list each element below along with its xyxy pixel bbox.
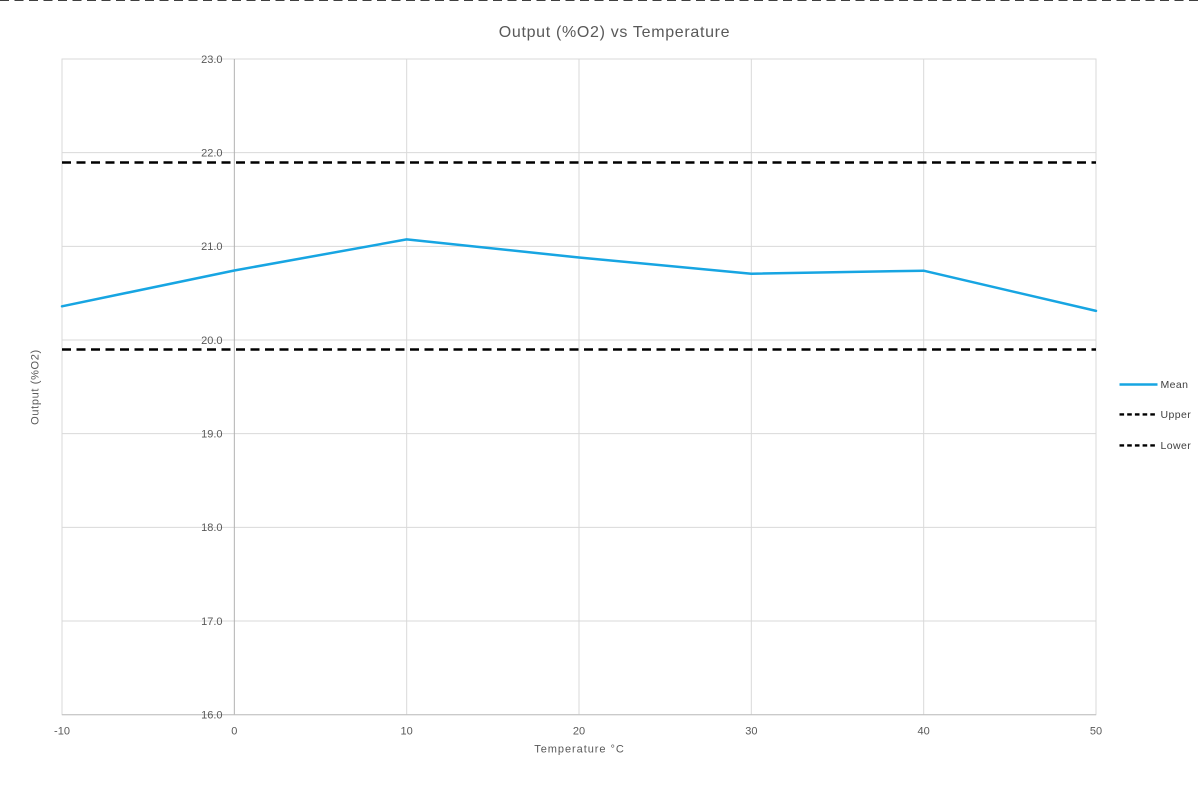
svg-text:Lower: Lower — [1161, 440, 1192, 452]
svg-text:10: 10 — [401, 726, 413, 738]
svg-text:50: 50 — [1090, 726, 1102, 738]
svg-text:19.0: 19.0 — [201, 429, 222, 441]
svg-text:18.0: 18.0 — [201, 522, 222, 534]
svg-text:40: 40 — [918, 726, 930, 738]
svg-text:23.0: 23.0 — [201, 54, 222, 66]
svg-text:Output (%O2) vs Temperature: Output (%O2) vs Temperature — [499, 24, 731, 41]
svg-text:16.0: 16.0 — [201, 710, 222, 722]
svg-text:0: 0 — [231, 726, 237, 738]
svg-text:30: 30 — [745, 726, 757, 738]
svg-text:Output (%O2): Output (%O2) — [30, 349, 42, 425]
svg-text:21.0: 21.0 — [201, 241, 222, 253]
svg-text:20.0: 20.0 — [201, 335, 222, 347]
svg-text:17.0: 17.0 — [201, 616, 222, 628]
svg-text:Upper: Upper — [1161, 409, 1192, 421]
svg-text:-10: -10 — [54, 726, 70, 738]
svg-text:22.0: 22.0 — [201, 148, 222, 160]
svg-text:20: 20 — [573, 726, 585, 738]
svg-text:Temperature °C: Temperature °C — [534, 744, 624, 756]
svg-text:Mean: Mean — [1161, 379, 1189, 391]
